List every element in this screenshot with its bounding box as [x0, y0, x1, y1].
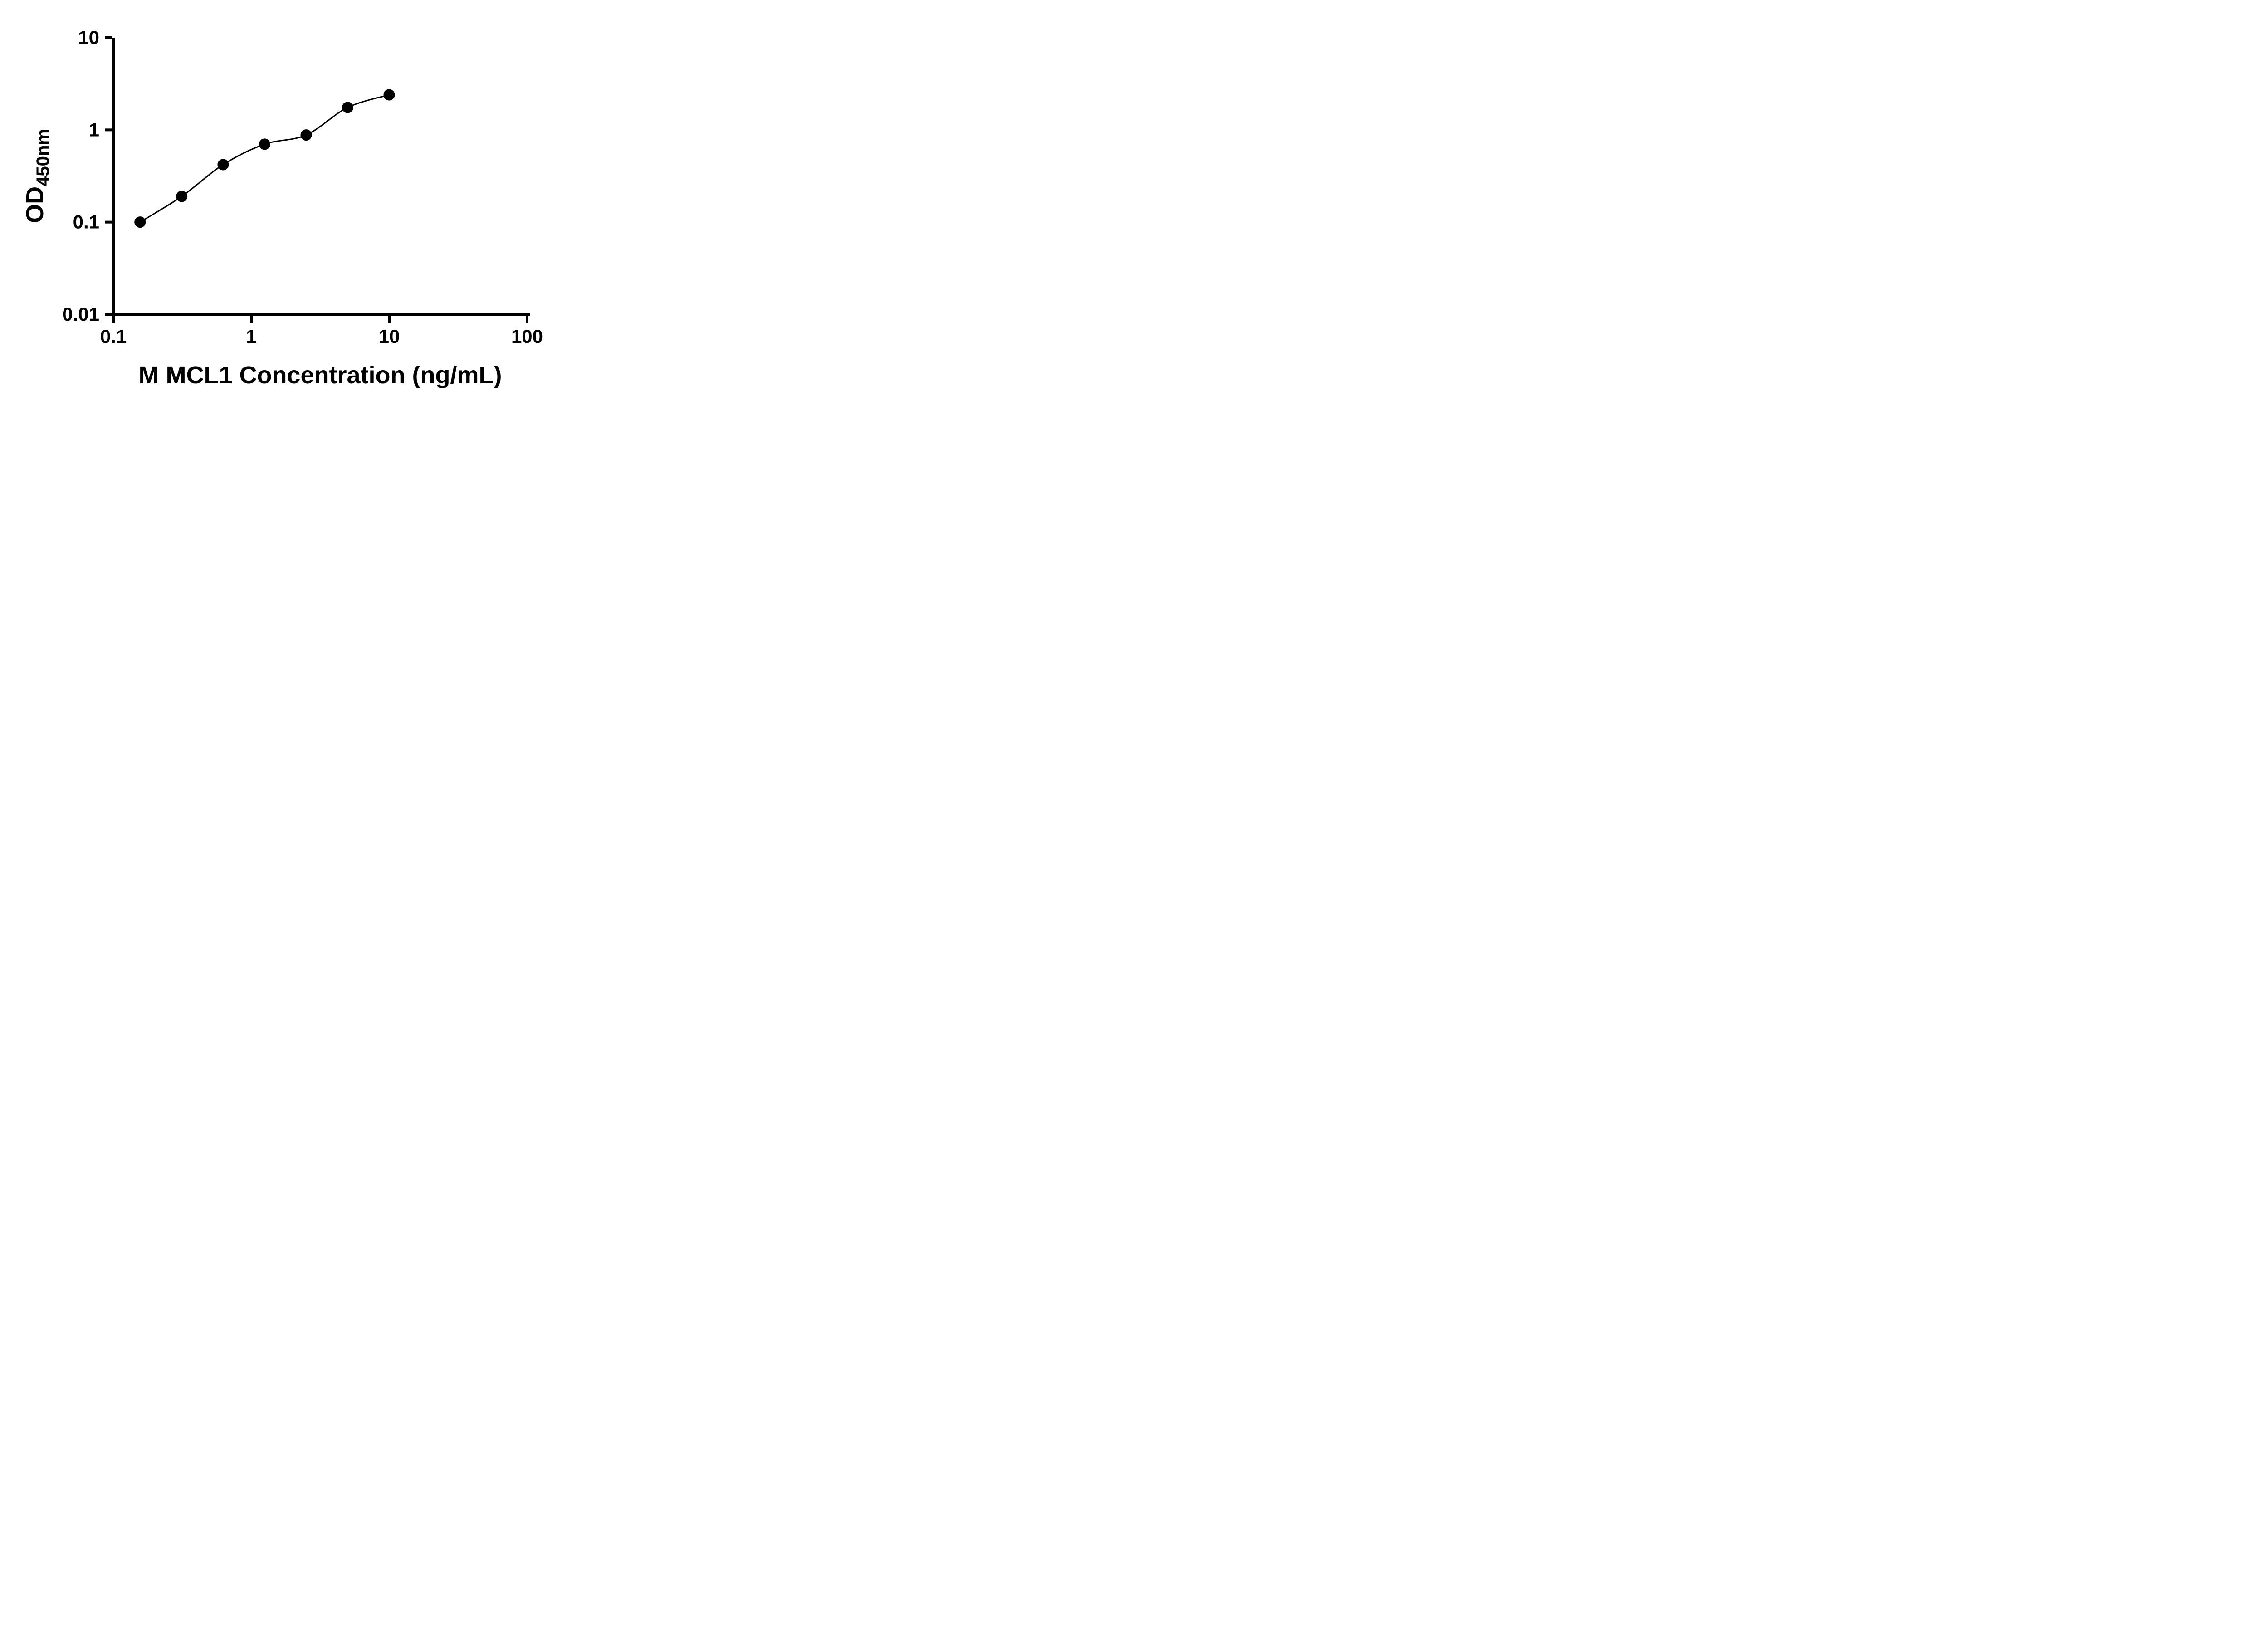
axis-spines: [112, 38, 530, 316]
elisa-standard-curve-figure: 0.01 0.1 1 10 0.1 1 10 100 M MCL1 Concentration…: [0, 0, 583, 408]
axes-layer: [112, 38, 530, 316]
y-tick-label: 0.1: [73, 211, 99, 233]
data-point: [383, 89, 395, 101]
x-tick-label: 100: [511, 326, 543, 347]
x-tick-label: 10: [379, 326, 400, 347]
fit-curve: [139, 94, 390, 223]
y-axis-title-subscript: 450nm: [33, 129, 53, 186]
y-tick-label: 10: [78, 27, 99, 48]
data-point: [300, 129, 312, 141]
x-tick-label: 0.1: [100, 326, 127, 347]
y-axis-title: OD450nm: [21, 129, 53, 223]
y-tick-label: 1: [89, 119, 99, 140]
x-tick-label: 1: [246, 326, 256, 347]
data-point: [217, 159, 229, 171]
x-axis-title: M MCL1 Concentration (ng/mL): [139, 362, 502, 389]
data-point: [134, 216, 146, 228]
data-point: [176, 191, 188, 202]
y-tick-label: 0.01: [62, 303, 99, 325]
y-axis-title-base: OD: [21, 186, 49, 223]
data-point: [259, 138, 270, 150]
series-layer: [134, 89, 395, 228]
data-point: [342, 102, 353, 113]
